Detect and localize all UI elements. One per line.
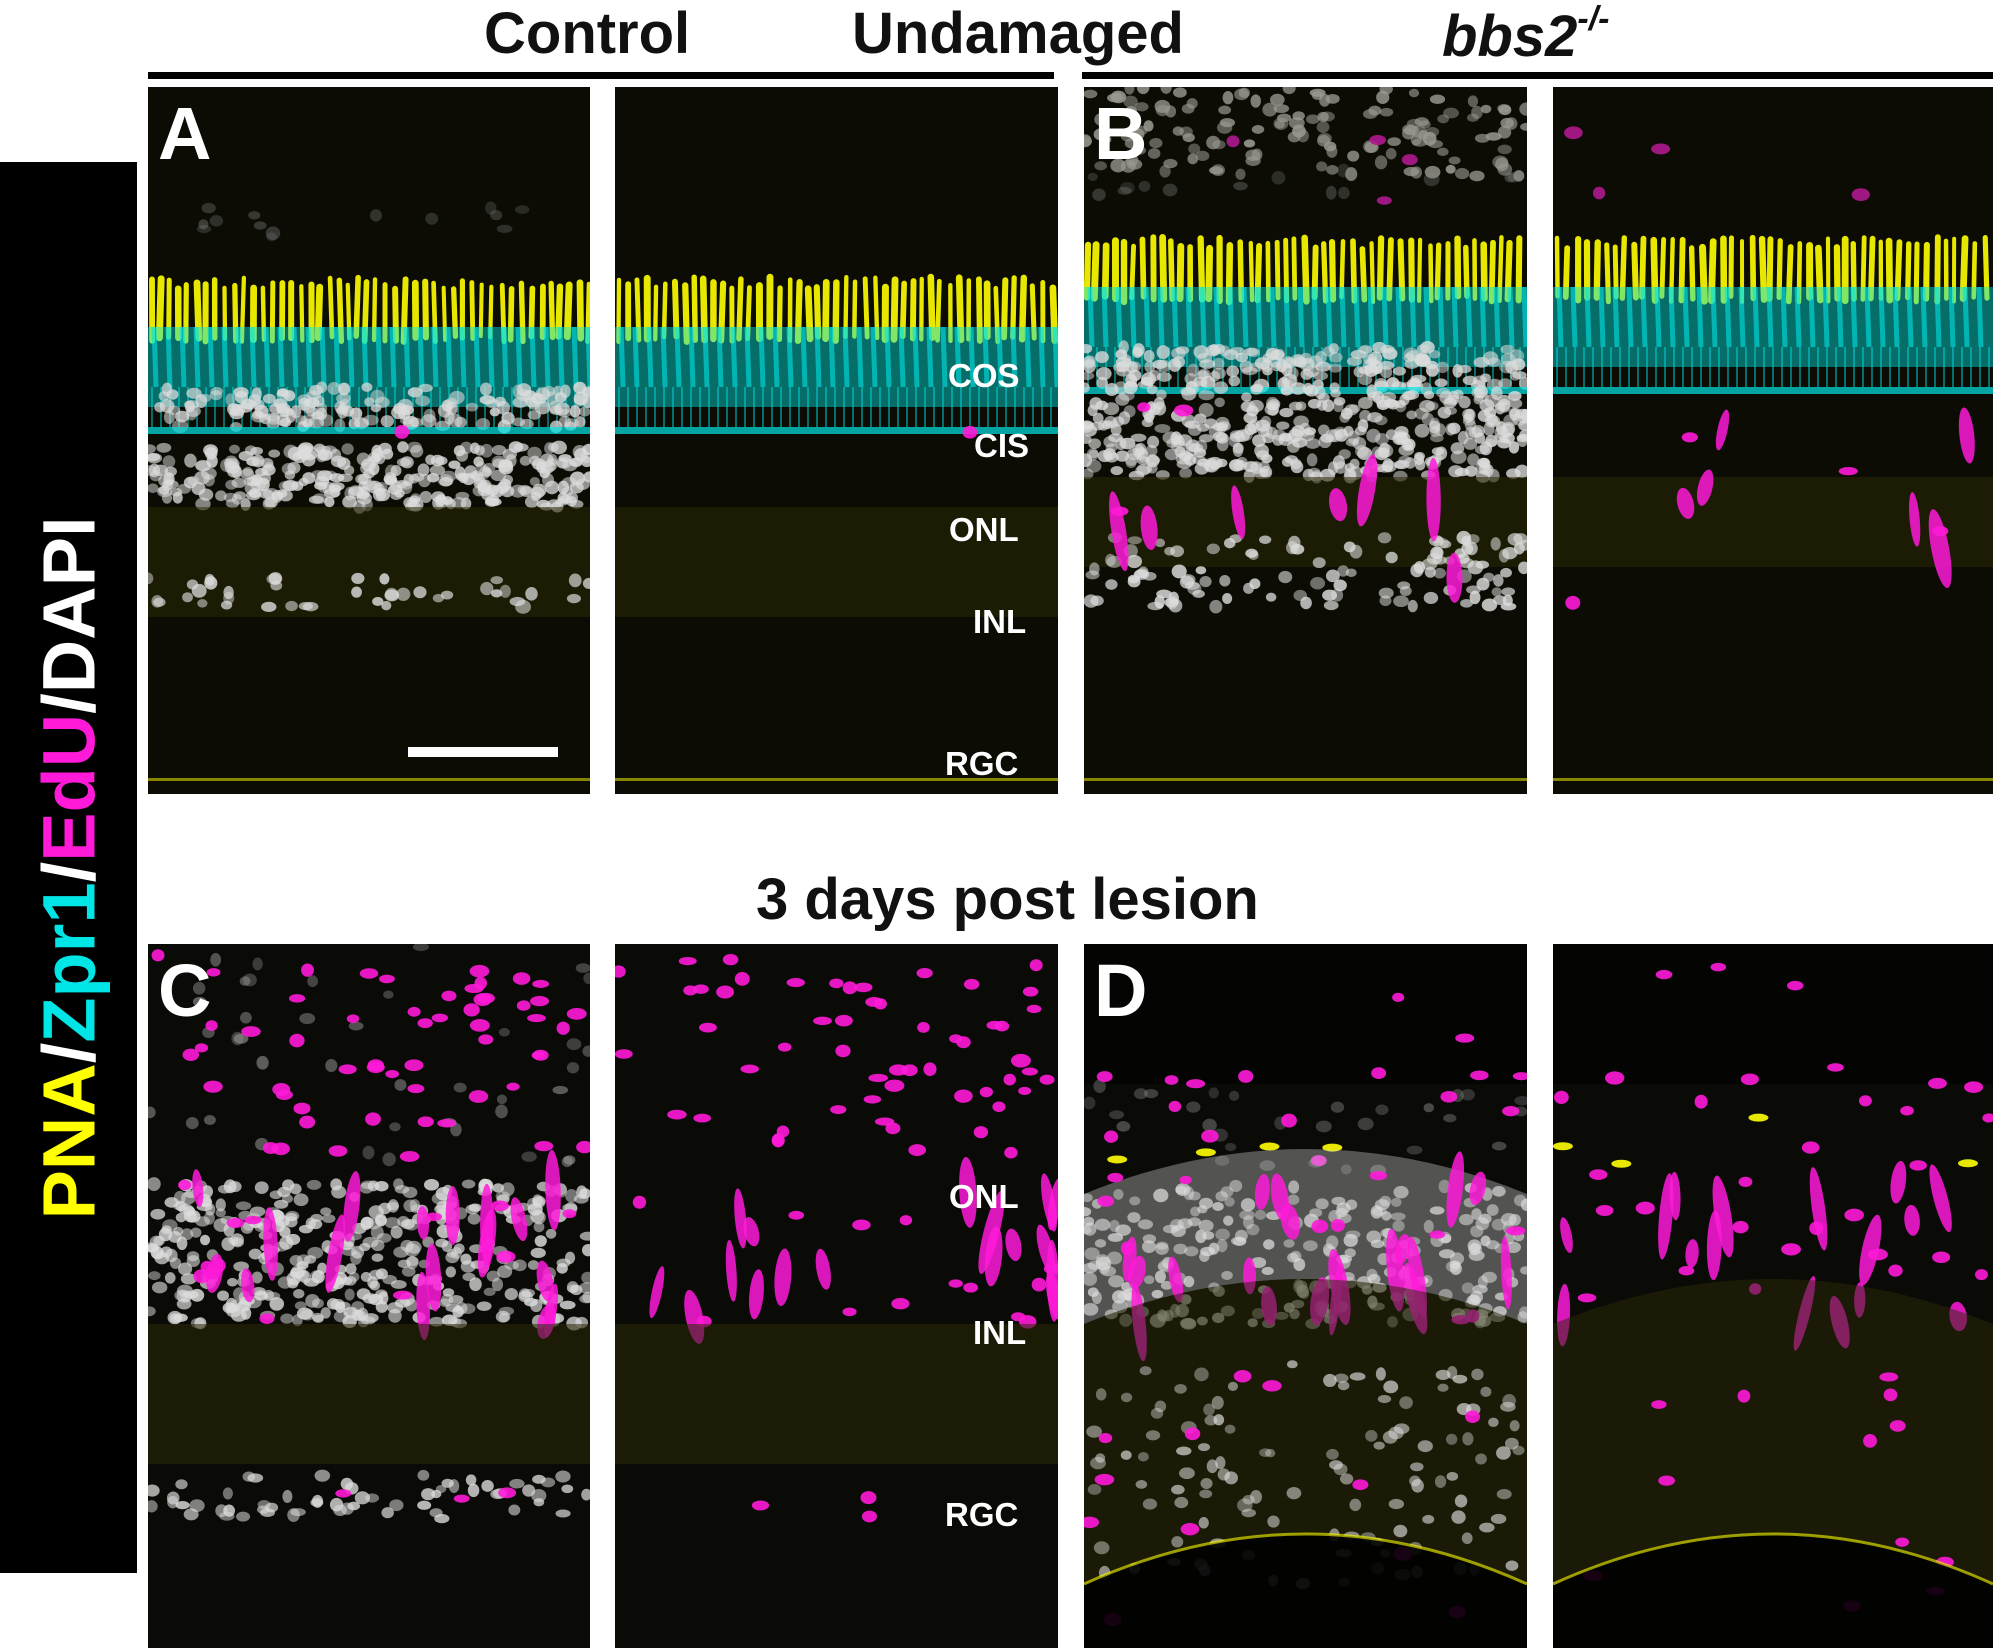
panel-label-d: D bbox=[1094, 949, 1148, 1032]
panel-label-b: B bbox=[1094, 92, 1148, 175]
panel-label-a: A bbox=[158, 92, 212, 175]
micrograph-d-merged bbox=[1084, 944, 1527, 1648]
micrograph-d-no-dapi bbox=[1553, 944, 1993, 1648]
legend-pna: PNA bbox=[27, 1062, 110, 1220]
panel-d-merged: D bbox=[1084, 944, 1527, 1648]
panel-d-no-dapi bbox=[1553, 944, 1993, 1648]
panel-label-c: C bbox=[158, 949, 212, 1032]
panel-c-no-dapi: ONL INL RGC bbox=[615, 944, 1058, 1648]
header-mutant-name: bbs2 bbox=[1442, 4, 1578, 69]
panel-a-merged: A bbox=[148, 87, 590, 794]
panel-a-no-dapi: COS CIS ONL INL RGC bbox=[615, 87, 1058, 794]
panel-c-merged: C bbox=[148, 944, 590, 1648]
layer-label-cos: COS bbox=[948, 357, 1020, 394]
layer-label-rgc: RGC bbox=[945, 745, 1019, 782]
panel-b-no-dapi bbox=[1553, 87, 1993, 794]
layer-label-inl: INL bbox=[973, 603, 1027, 640]
layer-label-inl-lesion: INL bbox=[973, 1314, 1027, 1351]
micrograph-c-no-dapi bbox=[615, 944, 1058, 1648]
layer-label-rgc-lesion: RGC bbox=[945, 1496, 1019, 1533]
micrograph-a-no-dapi bbox=[615, 87, 1058, 794]
layer-label-onl: ONL bbox=[949, 511, 1019, 548]
stain-legend: PNA/Zpr1/EdU/DAPI bbox=[26, 516, 111, 1219]
legend-dapi: /DAPI bbox=[27, 515, 110, 714]
micrograph-b-no-dapi bbox=[1553, 87, 1993, 794]
header-lesion: 3 days post lesion bbox=[756, 867, 1259, 932]
scale-bar bbox=[408, 747, 558, 757]
legend-edu: EdU bbox=[27, 713, 110, 862]
legend-sep-1: / bbox=[27, 1042, 110, 1063]
legend-zpr1: Zpr1 bbox=[27, 881, 110, 1043]
stain-legend-bar: PNA/Zpr1/EdU/DAPI bbox=[0, 162, 137, 1573]
micrograph-b-merged bbox=[1084, 87, 1527, 794]
divider-mutant bbox=[1082, 72, 1993, 79]
divider-control bbox=[148, 72, 1054, 79]
legend-sep-2: / bbox=[27, 861, 110, 882]
header-undamaged: Undamaged bbox=[852, 1, 1184, 66]
micrograph-a-merged bbox=[148, 87, 590, 794]
header-mutant: bbs2-/- bbox=[1442, 0, 1609, 70]
header-control: Control bbox=[484, 1, 691, 66]
layer-label-cis: CIS bbox=[974, 427, 1030, 464]
layer-label-onl-lesion: ONL bbox=[949, 1178, 1019, 1215]
micrograph-c-merged bbox=[148, 944, 590, 1648]
panel-b-merged: B bbox=[1084, 87, 1527, 794]
header-mutant-superscript: -/- bbox=[1577, 0, 1610, 38]
